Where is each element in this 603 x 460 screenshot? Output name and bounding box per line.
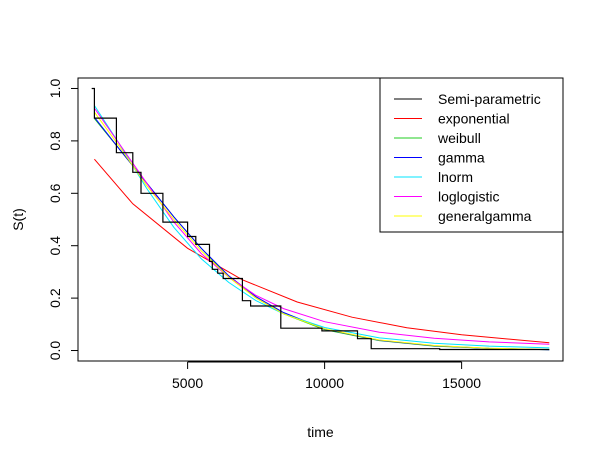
legend-label: exponential [438, 111, 510, 127]
legend: Semi-parametric exponential weibull gamma ln… [379, 77, 564, 233]
legend-box [379, 77, 564, 233]
y-tick-label: 0.0 [47, 341, 63, 361]
x-tick-label: 10000 [305, 375, 344, 391]
plot-lines [91, 87, 550, 351]
x-tick-label: 5000 [172, 375, 203, 391]
series-line-exponential [94, 158, 550, 344]
y-tick-label: 0.2 [47, 288, 63, 308]
legend-label: generalgamma [438, 208, 532, 224]
y-tick-label: 1.0 [47, 79, 63, 99]
y-tick-label: 0.4 [47, 236, 63, 256]
x-axis: 5000 10000 15000 [172, 361, 481, 391]
legend-label: gamma [438, 150, 485, 166]
x-axis-label: time [307, 424, 334, 440]
y-axis: 0.0 0.2 0.4 0.6 0.8 1.0 [47, 79, 79, 361]
legend-label: lnorm [438, 169, 473, 185]
legend-label: Semi-parametric [438, 91, 541, 107]
legend-label: loglogistic [438, 189, 499, 205]
x-tick-label: 15000 [442, 375, 481, 391]
series-line-lnorm [93, 105, 550, 349]
km-step-line [91, 87, 550, 351]
y-tick-label: 0.6 [47, 183, 63, 203]
y-axis-label: S(t) [10, 208, 26, 231]
series-line-generalgamma [93, 111, 550, 350]
y-tick-label: 0.8 [47, 131, 63, 151]
legend-label: weibull [437, 130, 481, 146]
series-line-loglogistic [93, 107, 550, 345]
